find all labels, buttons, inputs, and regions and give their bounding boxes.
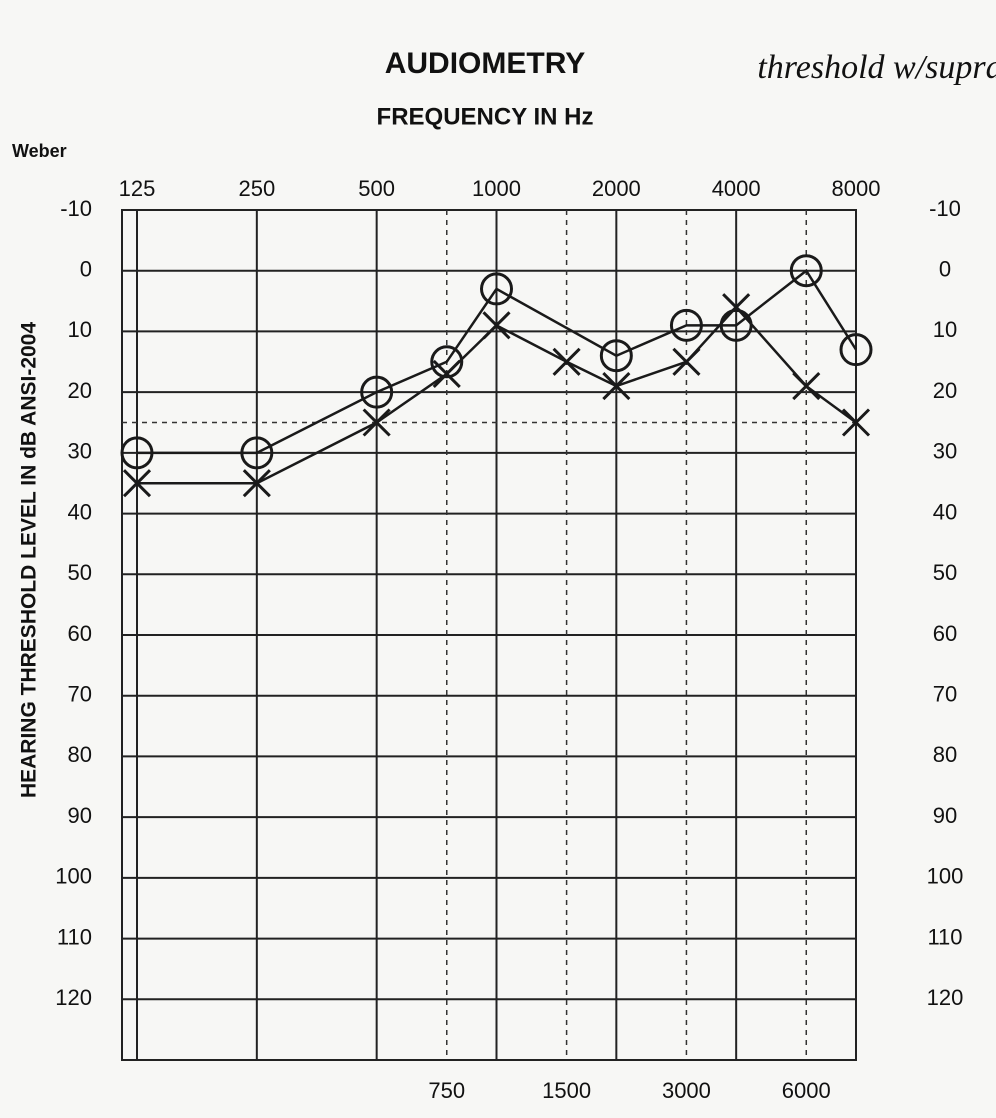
x-tick-label: 1000 (472, 176, 521, 201)
left-ear-marker (242, 469, 271, 498)
left-ear-marker (362, 408, 391, 437)
x-minor-tick-label: 6000 (782, 1078, 831, 1103)
y-tick-label: 10 (68, 317, 92, 342)
left-ear-marker (722, 293, 751, 322)
y-tick-label-right: 10 (933, 317, 957, 342)
y-tick-label: 0 (80, 257, 92, 282)
y-tick-label-right: 30 (933, 439, 957, 464)
marker-stroke (362, 408, 391, 437)
right-ear-marker (789, 254, 823, 288)
y-tick-label: -10 (60, 196, 92, 221)
left-ear-marker (482, 311, 511, 340)
x-minor-tick-label: 750 (428, 1078, 465, 1103)
y-tick-label: 90 (68, 803, 92, 828)
y-tick-label-right: -10 (929, 196, 961, 221)
right-ear-marker (430, 345, 464, 379)
right-ear-marker (240, 436, 274, 470)
marker-stroke (602, 372, 631, 401)
handwritten-note: threshold w/supra (757, 49, 996, 86)
x-tick-label: 8000 (832, 176, 881, 201)
y-tick-label-right: 50 (933, 560, 957, 585)
x-minor-tick-label: 1500 (542, 1078, 591, 1103)
y-tick-label-right: 60 (933, 621, 957, 646)
y-tick-label: 50 (68, 560, 92, 585)
right-ear-marker (480, 272, 513, 306)
marker-stroke (242, 469, 271, 498)
left-ear-marker (841, 408, 871, 437)
y-axis-label: HEARING THRESHOLD LEVEL IN dB ANSI-2004 (18, 322, 41, 798)
y-tick-label: 30 (68, 439, 92, 464)
weber-label: Weber (12, 141, 67, 161)
x-minor-tick-label: 3000 (662, 1078, 711, 1103)
y-tick-label: 20 (68, 378, 92, 403)
y-tick-label: 70 (68, 682, 92, 707)
marker-stroke (792, 372, 821, 401)
y-tick-label-right: 90 (933, 803, 957, 828)
chart-subtitle: FREQUENCY IN Hz (377, 103, 594, 130)
y-tick-label: 60 (68, 621, 92, 646)
x-tick-label: 250 (238, 176, 275, 201)
marker-stroke (482, 311, 511, 340)
y-tick-label-right: 0 (939, 257, 951, 282)
marker-stroke (122, 469, 152, 498)
x-tick-label: 125 (119, 176, 156, 201)
x-tick-label: 500 (358, 176, 395, 201)
x-tick-label: 2000 (592, 176, 641, 201)
y-tick-label: 110 (57, 924, 92, 949)
left-ear-marker (432, 359, 461, 388)
marker-stroke (432, 359, 461, 388)
y-tick-label: 100 (55, 864, 92, 889)
left-ear-marker (602, 372, 631, 401)
y-tick-label: 80 (68, 742, 92, 767)
right-ear-marker (360, 375, 394, 409)
y-tick-label-right: 20 (933, 378, 957, 403)
left-ear-marker (122, 469, 152, 498)
y-tick-label-right: 120 (927, 985, 964, 1010)
marker-stroke (841, 408, 871, 437)
y-tick-label-right: 100 (927, 864, 964, 889)
y-tick-label: 120 (55, 985, 92, 1010)
y-tick-label-right: 70 (933, 682, 957, 707)
y-tick-label-right: 40 (933, 499, 957, 524)
marker-stroke (722, 293, 751, 322)
left-ear-marker (792, 372, 821, 401)
right-ear-marker (839, 333, 873, 367)
left-ear-marker (672, 347, 701, 376)
chart-title: AUDIOMETRY (385, 47, 586, 80)
marker-stroke (672, 347, 701, 376)
y-tick-label-right: 110 (927, 924, 962, 949)
right-ear-marker (120, 436, 154, 470)
y-tick-label: 40 (68, 499, 92, 524)
marker-stroke (552, 347, 581, 376)
right-ear-marker (669, 308, 703, 342)
y-tick-label-right: 80 (933, 742, 957, 767)
left-ear-marker (552, 347, 581, 376)
x-tick-label: 4000 (712, 176, 761, 201)
right-ear-marker (599, 339, 633, 373)
threshold-line (137, 268, 858, 455)
